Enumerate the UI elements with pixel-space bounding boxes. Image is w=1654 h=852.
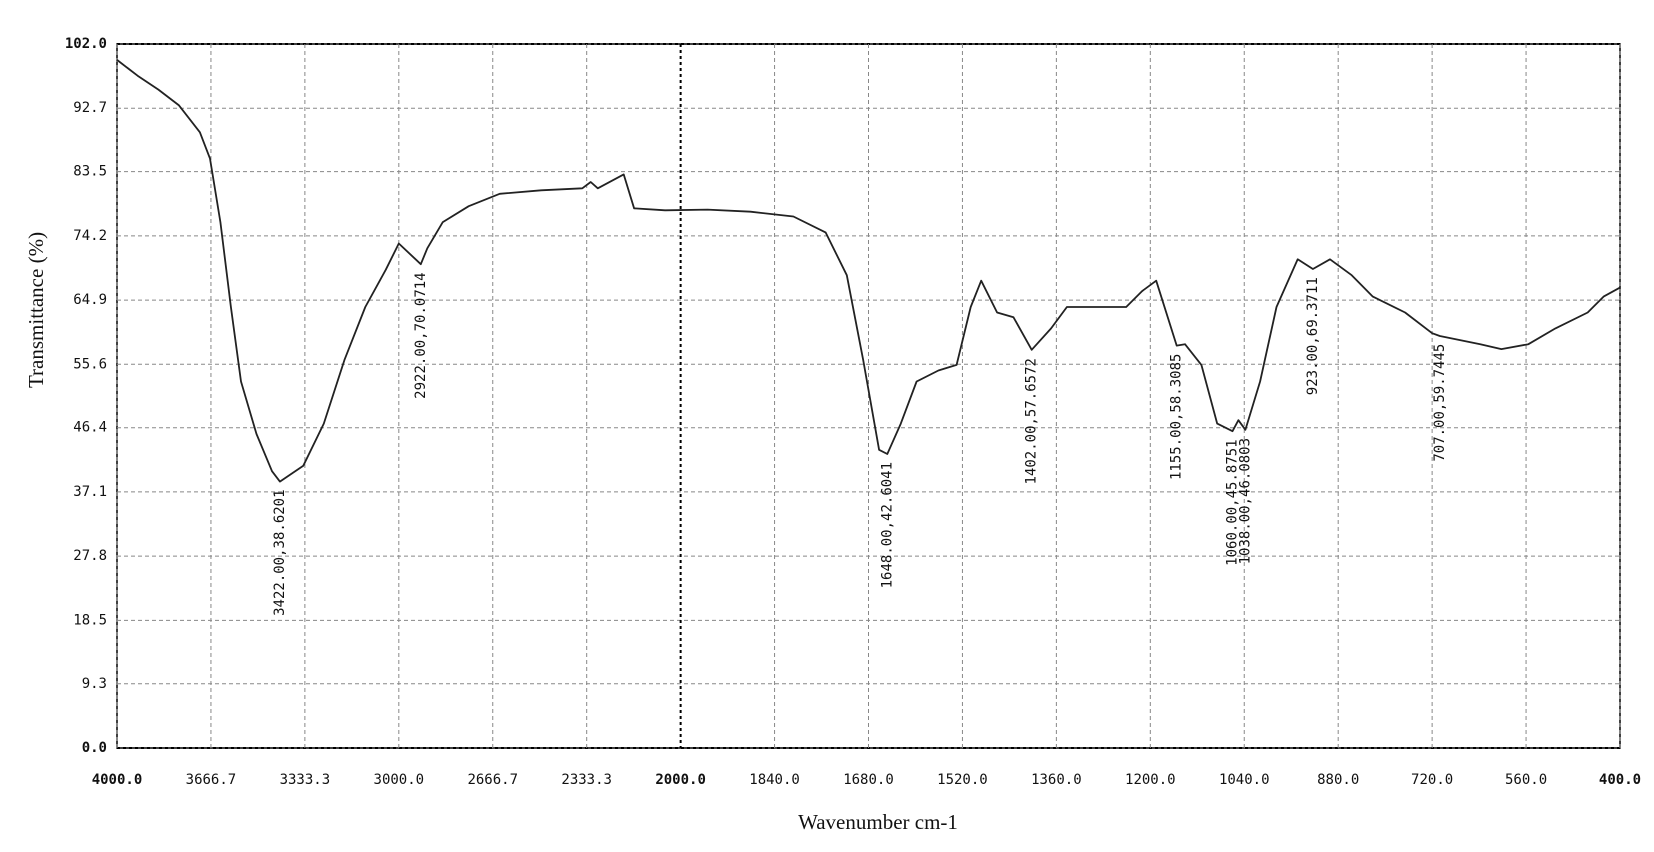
y-tick-label: 37.1 bbox=[73, 484, 107, 500]
x-tick-label: 1680.0 bbox=[843, 772, 894, 788]
x-tick-label: 1040.0 bbox=[1219, 772, 1270, 788]
x-tick-label: 2000.0 bbox=[655, 772, 706, 788]
x-tick-label: 2333.3 bbox=[561, 772, 612, 788]
y-tick-label: 64.9 bbox=[73, 292, 107, 308]
x-tick-label: 3000.0 bbox=[374, 772, 425, 788]
x-tick-label: 1360.0 bbox=[1031, 772, 1082, 788]
peak-label: 2922.00,70.0714 bbox=[413, 272, 429, 398]
y-tick-label: 83.5 bbox=[73, 164, 107, 180]
y-tick-label: 92.7 bbox=[73, 100, 107, 116]
peak-label: 923.00,69.3711 bbox=[1305, 277, 1321, 395]
y-tick-label: 74.2 bbox=[73, 228, 107, 244]
x-tick-label: 2666.7 bbox=[467, 772, 518, 788]
y-tick-label: 18.5 bbox=[73, 612, 107, 628]
x-tick-label: 1520.0 bbox=[937, 772, 988, 788]
x-tick-label: 400.0 bbox=[1599, 772, 1641, 788]
peak-label: 3422.00,38.6201 bbox=[272, 489, 288, 615]
peak-label: 1648.00,42.6041 bbox=[879, 462, 895, 588]
x-tick-label: 4000.0 bbox=[92, 772, 143, 788]
peak-label: 1402.00,57.6572 bbox=[1024, 358, 1040, 484]
x-tick-label: 720.0 bbox=[1411, 772, 1453, 788]
x-tick-label: 1200.0 bbox=[1125, 772, 1176, 788]
x-tick-label: 1840.0 bbox=[749, 772, 800, 788]
x-axis-title: Wavenumber cm-1 bbox=[798, 810, 958, 834]
y-tick-label: 27.8 bbox=[73, 548, 107, 564]
x-tick-label: 880.0 bbox=[1317, 772, 1359, 788]
y-tick-label: 9.3 bbox=[82, 676, 107, 692]
x-tick-label: 3333.3 bbox=[280, 772, 331, 788]
y-tick-label: 102.0 bbox=[65, 36, 107, 52]
peak-label: 707.00,59.7445 bbox=[1432, 344, 1448, 462]
x-tick-label: 3666.7 bbox=[186, 772, 237, 788]
x-tick-label: 560.0 bbox=[1505, 772, 1547, 788]
y-axis-title: Transmittance (%) bbox=[24, 232, 48, 388]
peak-label: 1155.00,58.3085 bbox=[1169, 354, 1185, 480]
y-tick-label: 55.6 bbox=[73, 356, 107, 372]
peak-label: 1060.00,45.8751 bbox=[1225, 439, 1241, 565]
peak-label: 1038.00,46.0803 bbox=[1237, 438, 1253, 564]
y-tick-label: 0.0 bbox=[82, 740, 107, 756]
y-tick-label: 46.4 bbox=[73, 420, 107, 436]
spectrum-line bbox=[116, 59, 1621, 483]
